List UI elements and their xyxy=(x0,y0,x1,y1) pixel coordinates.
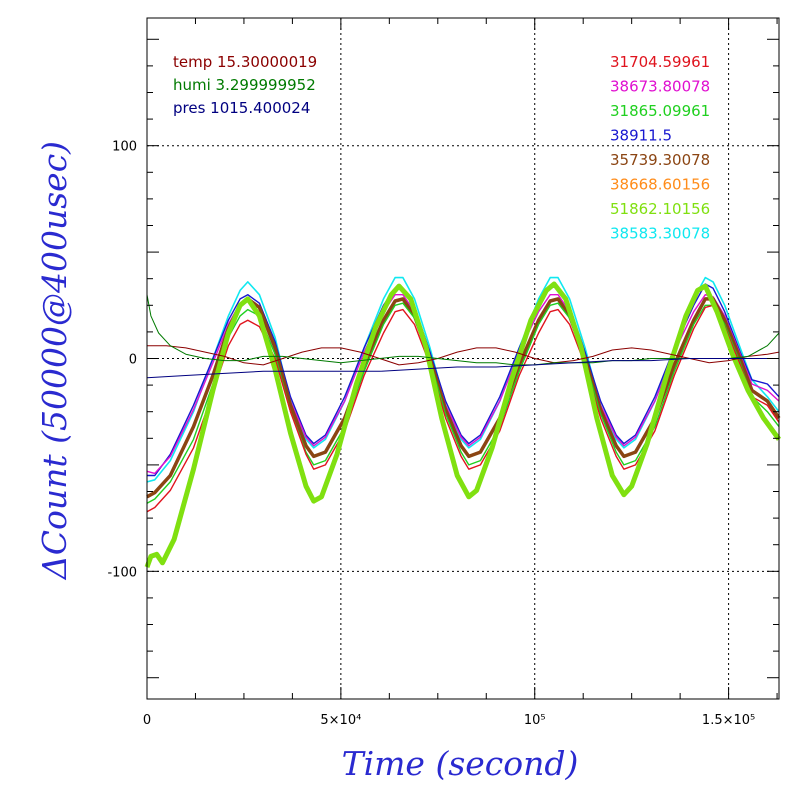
sensor-legend-entry: 31704.59961 xyxy=(610,53,710,71)
sensor-legend-entry: 38673.80078 xyxy=(610,78,710,96)
sensor-legend-entry: 38583.30078 xyxy=(610,225,710,243)
x-tick-label: 0 xyxy=(143,713,151,728)
sensor-legend-entry: 35739.30078 xyxy=(610,151,710,169)
x-tick-label: 5×10⁴ xyxy=(320,713,361,728)
sensor-legend-entry: 38668.60156 xyxy=(610,176,710,194)
series-line-8 xyxy=(147,345,780,366)
sensor-legend-entry: 31865.09961 xyxy=(610,102,710,120)
y-tick-label: 100 xyxy=(112,140,137,155)
env-legend-entry: humi 3.299999952 xyxy=(173,76,316,94)
series-line-6 xyxy=(146,304,780,513)
x-axis-title: Time (second) xyxy=(342,744,579,783)
series-lines xyxy=(144,276,782,568)
series-line-5 xyxy=(146,302,780,504)
sensor-legend-entry: 51862.10156 xyxy=(610,200,710,218)
env-legend-entry: temp 15.30000019 xyxy=(173,53,317,71)
sensor-legend-entry: 38911.5 xyxy=(610,127,672,145)
env-legend: temp 15.30000019 humi 3.299999952 pres 101… xyxy=(173,53,317,117)
series-line-7 xyxy=(144,281,782,568)
y-tick-label: -100 xyxy=(107,565,137,580)
series-line-9 xyxy=(146,294,780,366)
x-tick-label: 1.5×10⁵ xyxy=(702,713,755,728)
x-tick-label: 10⁵ xyxy=(524,713,546,728)
y-tick-label: 0 xyxy=(129,353,137,368)
y-axis-title: ΔCount (50000@400usec) xyxy=(35,141,74,581)
sensor-legend: 31704.59961 38673.80078 31865.09961 38911.5… xyxy=(610,53,710,243)
axis-ticks: 0 5×10⁴ 10⁵ 1.5×10⁵ 100 0 -100 xyxy=(107,18,779,728)
env-legend-entry: pres 1015.400024 xyxy=(173,99,310,117)
series-line-10 xyxy=(146,358,779,379)
